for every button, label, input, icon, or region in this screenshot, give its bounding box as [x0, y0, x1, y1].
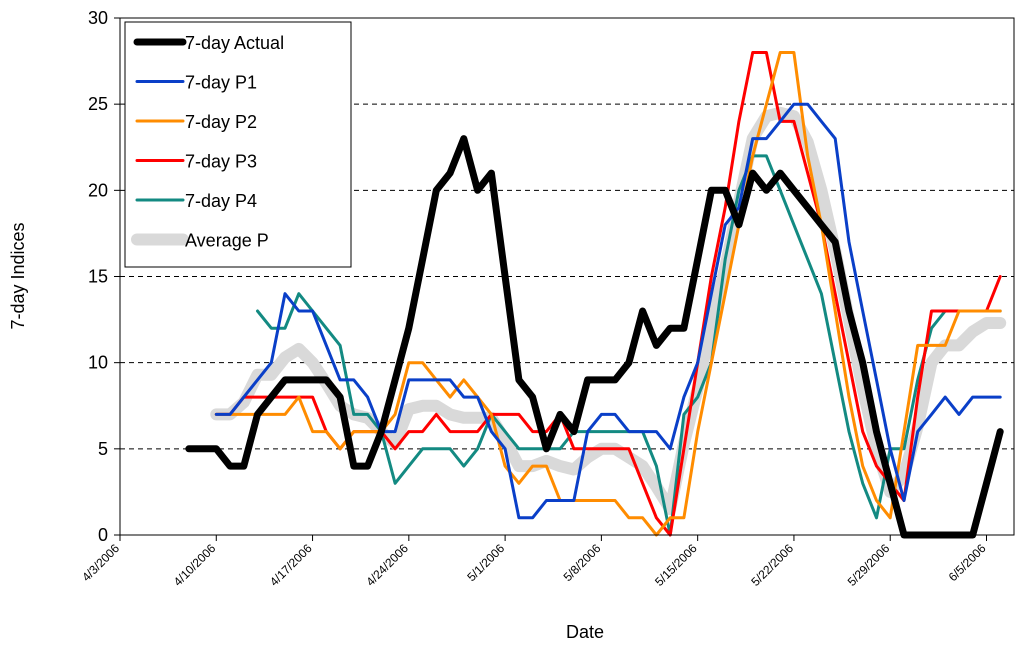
y-tick-label: 20	[88, 180, 108, 200]
y-tick-label: 15	[88, 267, 108, 287]
legend-box	[124, 21, 352, 268]
y-tick-label: 25	[88, 94, 108, 114]
legend-label: 7-day P3	[185, 152, 257, 172]
series-line	[214, 102, 1002, 520]
lines	[185, 51, 1007, 539]
legend-label: 7-day Actual	[185, 33, 284, 53]
legend-label: Average P	[185, 231, 269, 251]
legend: 7-day Actual 7-day P1 7-day P2 7-day P3 7-da…	[124, 21, 352, 268]
x-axis-label: Date	[566, 622, 604, 642]
legend-label: 7-day P4	[185, 191, 257, 211]
legend-label: 7-day P1	[185, 73, 257, 93]
y-tick-label: 5	[98, 439, 108, 459]
y-tick-label: 10	[88, 353, 108, 373]
series-line	[185, 135, 1004, 539]
y-tick-label: 30	[88, 8, 108, 28]
y-tick-label: 0	[98, 525, 108, 545]
y-axis-label: 7-day Indices	[8, 222, 28, 329]
legend-label: 7-day P2	[185, 112, 257, 132]
